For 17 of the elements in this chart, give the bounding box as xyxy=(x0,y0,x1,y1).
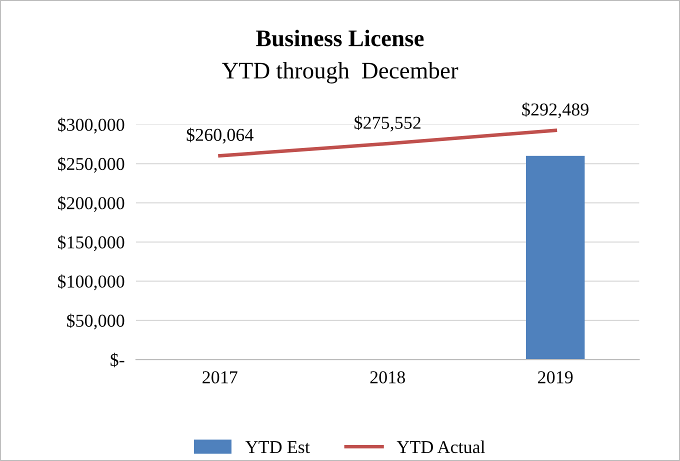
y-tick-label: $250,000 xyxy=(58,156,124,173)
y-tick-label: $50,000 xyxy=(66,314,124,330)
y-tick-label: $100,000 xyxy=(58,274,124,290)
data-label: $260,064 xyxy=(186,128,254,144)
chart-subtitle: YTD through December xyxy=(222,62,458,84)
data-label: $292,489 xyxy=(522,102,588,118)
y-tick-label: $- xyxy=(110,352,124,368)
y-tick-label: $200,000 xyxy=(58,196,124,212)
y-tick-label: $300,000 xyxy=(58,118,124,134)
y-tick-label: $150,000 xyxy=(58,235,124,252)
chart-title: Business License xyxy=(256,30,424,46)
data-label: $275,552 xyxy=(354,116,420,132)
legend-label: YTD Est xyxy=(245,441,310,454)
x-tick-label: 2018 xyxy=(370,371,405,384)
x-tick-label: 2017 xyxy=(202,371,238,384)
legend-label: YTD Actual xyxy=(396,440,485,454)
x-tick-label: 2019 xyxy=(538,371,573,384)
